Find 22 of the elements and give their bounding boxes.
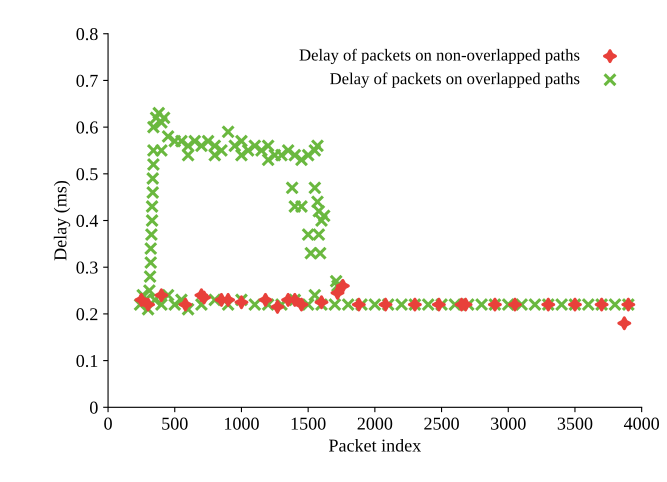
x-tick-label: 2500 [424, 418, 459, 430]
y-tick-label: 0.6 [76, 121, 98, 134]
legend-label: Delay of packets on non-overlapped paths [300, 48, 580, 64]
y-tick-label: 0.3 [76, 261, 98, 274]
y-tick-label: 0.2 [76, 308, 98, 320]
x-axis-title: Packet index [328, 438, 422, 452]
y-tick-label: 0.7 [76, 74, 98, 87]
y-tick-label: 0.1 [76, 354, 98, 368]
y-axis-title: Delay (ms) [54, 180, 70, 260]
y-tick-label: 0.4 [76, 214, 98, 228]
y-tick-label: 0 [90, 402, 98, 414]
y-tick-label: 0.5 [76, 168, 98, 180]
x-tick-label: 1000 [224, 418, 259, 430]
x-tick-label: 3000 [491, 418, 526, 430]
x-tick-label: 1500 [292, 418, 326, 430]
y-tick-label: 0.8 [76, 28, 98, 40]
x-tick-label: 2000 [358, 418, 392, 430]
x-tick-label: 3500 [558, 418, 592, 430]
x-tick-label: 0 [104, 418, 112, 430]
x-tick-label: 4000 [624, 418, 660, 430]
x-tick-label: 500 [162, 418, 188, 430]
legend-label: Delay of packets on overlapped paths [330, 72, 580, 88]
